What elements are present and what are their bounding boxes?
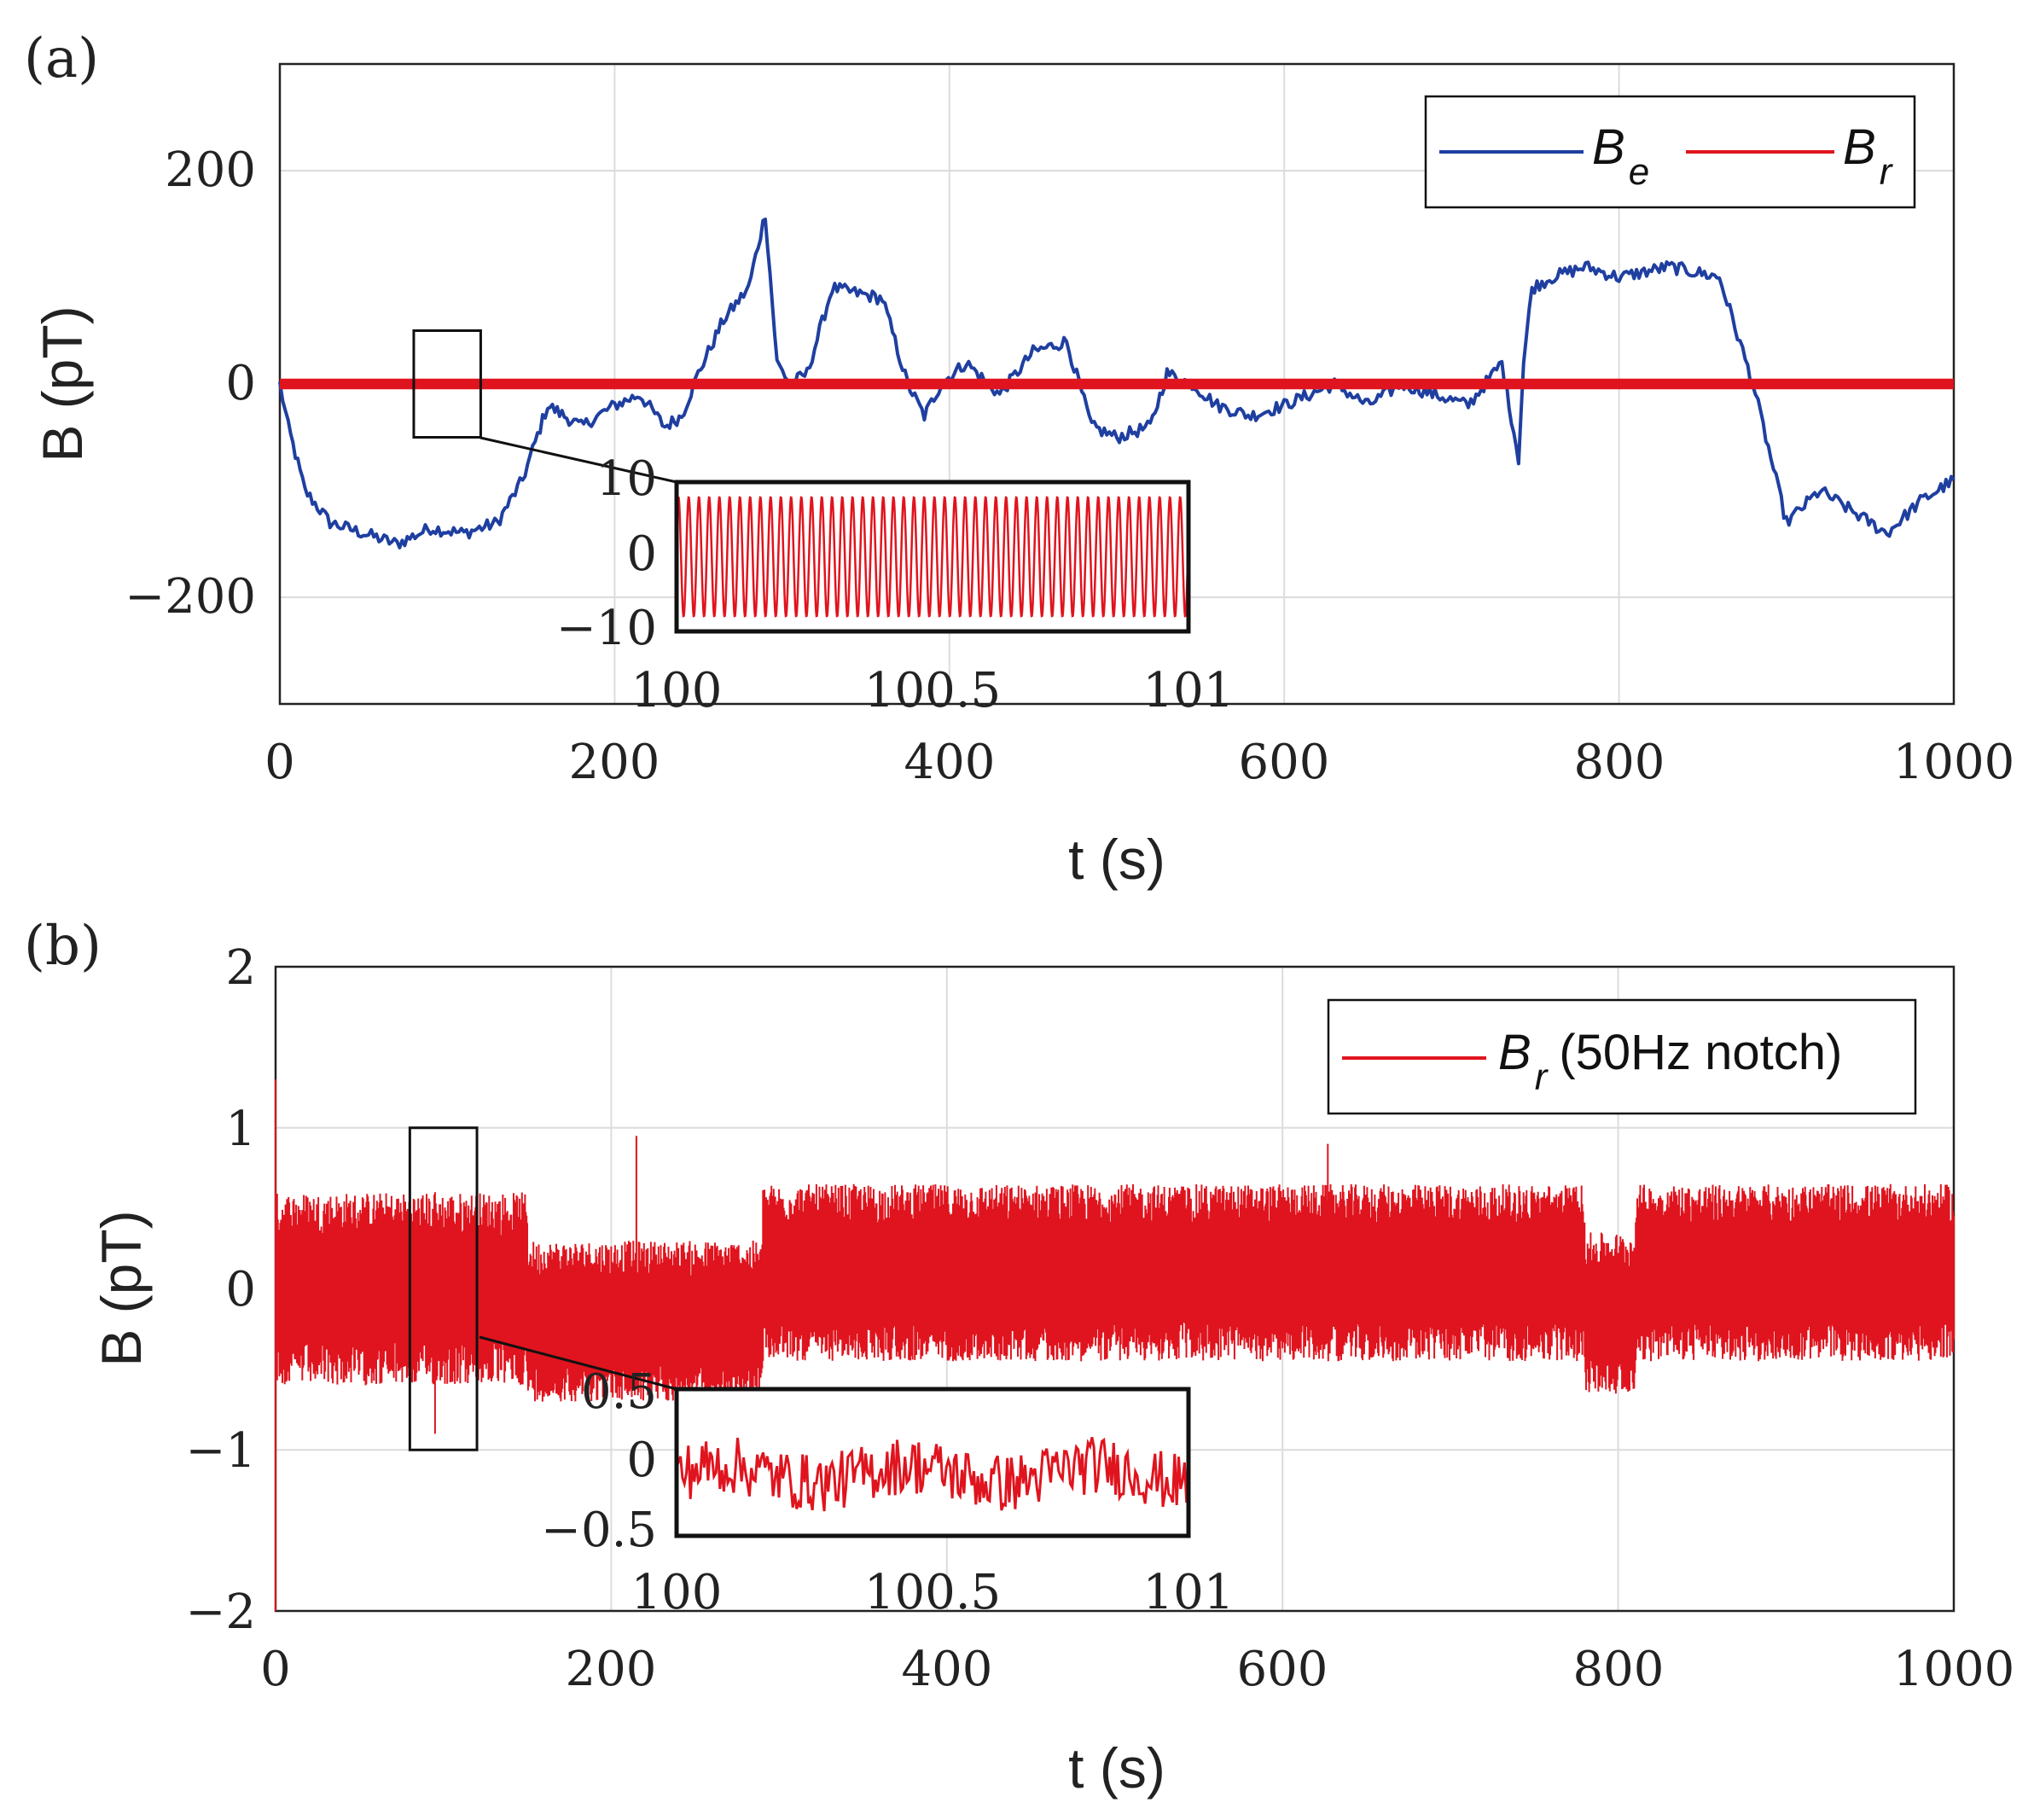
panel-a-inset-ytick-neg10: −10 xyxy=(556,601,657,656)
panel-b-series-br-notch-line xyxy=(275,1079,1955,1611)
panel-b-xtick-600: 600 xyxy=(1237,1642,1328,1697)
panel-b-ytick-0: 0 xyxy=(225,1262,256,1317)
panel-a-zoom-connector xyxy=(479,436,677,484)
panel-b-inset-xtick-100: 100 xyxy=(631,1565,723,1620)
panel-a-xtick-800: 800 xyxy=(1574,735,1665,790)
panel-b-label: (b) xyxy=(24,915,102,978)
panel-a-y-ticks: 200 0 −200 xyxy=(125,142,256,625)
panel-a-series-br-band xyxy=(280,378,1954,390)
panel-a-legend-br-label: Br xyxy=(1843,119,1894,193)
panel-b-ytick-2: 2 xyxy=(225,940,256,996)
panel-a-inset-signal xyxy=(675,496,1190,618)
panel-a-xtick-400: 400 xyxy=(904,735,996,790)
panel-a-inset-xtick-100: 100 xyxy=(631,663,723,718)
panel-b-inset-ytick-0: 0 xyxy=(626,1433,657,1488)
panel-a-legend-be-label: Be xyxy=(1592,119,1649,193)
panel-a: (a) 200 0 −200 0 200 400 600 800 1000 t … xyxy=(24,27,2014,891)
panel-b-ytick-neg1: −1 xyxy=(185,1423,256,1479)
panel-a-inset-xtick-101: 101 xyxy=(1143,663,1235,718)
panel-a-ytick-0: 0 xyxy=(225,356,256,411)
panel-b-inset-frame xyxy=(674,1387,1191,1538)
panel-b-legend: Br (50Hz notch) xyxy=(1327,998,1917,1115)
panel-b-y-axis-label: B (pT) xyxy=(90,1210,153,1366)
panel-a-legend: Be Br xyxy=(1424,95,1916,209)
panel-b-xtick-0: 0 xyxy=(260,1642,291,1697)
panel-a-x-ticks: 0 200 400 600 800 1000 xyxy=(264,735,2014,790)
panel-a-series-be-line xyxy=(278,218,1956,549)
panel-b-zoom-connector xyxy=(479,1335,677,1391)
panel-a-label: (a) xyxy=(24,27,99,90)
panel-a-ytick-200: 200 xyxy=(165,142,256,198)
panel-b-x-ticks: 0 200 400 600 800 1000 xyxy=(260,1642,2014,1697)
panel-b-inset-ytick-neg0-5: −0.5 xyxy=(541,1503,657,1558)
panel-b-legend-label: Br (50Hz notch) xyxy=(1498,1025,1842,1098)
panel-a-xtick-600: 600 xyxy=(1239,735,1330,790)
panel-a-inset-frame xyxy=(674,480,1191,634)
panel-b: (b) 2 1 0 −1 −2 0 200 400 600 800 1000 t… xyxy=(24,915,2014,1800)
panel-b-inset-xtick-101: 101 xyxy=(1143,1565,1235,1620)
panel-b-inset-ytick-0-5: 0.5 xyxy=(581,1364,657,1420)
panel-b-x-axis-label: t (s) xyxy=(1068,1736,1165,1800)
panel-a-inset-ytick-0: 0 xyxy=(626,526,657,582)
panel-a-x-axis-label: t (s) xyxy=(1068,828,1165,891)
panel-a-inset-xtick-100-5: 100.5 xyxy=(864,663,1001,718)
panel-b-xtick-1000: 1000 xyxy=(1893,1642,2015,1697)
panel-b-xtick-400: 400 xyxy=(902,1642,993,1697)
panel-a-ytick-neg200: −200 xyxy=(125,569,256,625)
panel-a-xtick-0: 0 xyxy=(264,735,295,790)
panel-b-inset-xtick-100-5: 100.5 xyxy=(864,1565,1001,1620)
panel-a-xtick-200: 200 xyxy=(569,735,660,790)
panel-b-zoom-box xyxy=(408,1126,479,1451)
panel-b-xtick-200: 200 xyxy=(566,1642,657,1697)
panel-b-ytick-neg2: −2 xyxy=(185,1585,256,1640)
panel-a-inset: 10 0 −10 100 100.5 101 xyxy=(556,451,1235,718)
panel-a-zoom-box xyxy=(412,329,482,439)
panel-b-ytick-1: 1 xyxy=(225,1102,256,1157)
panel-b-inset-signal xyxy=(675,1437,1190,1512)
panel-a-inset-ytick-10: 10 xyxy=(596,451,657,507)
panel-b-xtick-800: 800 xyxy=(1573,1642,1665,1697)
panel-a-y-axis-label: B (pT) xyxy=(31,305,94,462)
panel-b-y-ticks: 2 1 0 −1 −2 xyxy=(185,940,256,1640)
panel-b-inset: 0.5 0 −0.5 100 100.5 101 xyxy=(541,1364,1234,1620)
panel-a-xtick-1000: 1000 xyxy=(1893,735,2015,790)
